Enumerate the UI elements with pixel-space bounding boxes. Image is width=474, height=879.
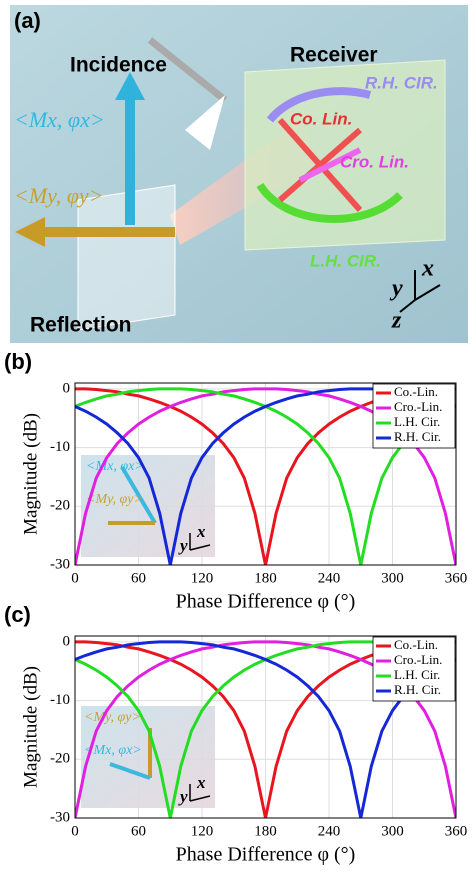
inset-label: y [178,536,188,555]
x-tick-label: 240 [318,570,341,586]
axis [414,284,441,301]
inset-label: <Mx, φx> [86,459,144,474]
inset-axes [189,533,211,551]
panel-a: (a) Incidence Receiver Reflection R.H. C… [10,5,468,343]
inset-label: <My, φy> [86,492,143,507]
label: R.H. CIR. [365,73,438,92]
x-tick-label: 120 [191,823,214,839]
co-lin-arrow [278,127,362,203]
inset-arrow [120,465,157,525]
cro-lin-arrow [298,147,362,183]
axis-label: x [421,256,434,282]
x-tick-label: 360 [445,570,468,586]
x-tick-label: 120 [191,570,214,586]
label: <Mx, φx> [14,107,105,132]
label: Reflection [30,314,132,337]
series-line [75,640,456,818]
x-tick-label: 0 [71,823,79,839]
y-tick-label: -30 [50,809,70,825]
plot-frame [74,382,457,566]
wedge [185,95,225,150]
x-tick-label: 300 [381,823,404,839]
legend-label: Co.-Lin. [394,384,438,399]
y-tick-label: -10 [50,439,70,455]
inset-arrow [109,762,151,780]
label: <My, φy> [14,183,104,208]
x-tick-label: 240 [318,823,341,839]
reflection-plane [77,184,176,331]
panel-label: (c) [4,602,31,627]
inset-label: <My, φy> [84,710,141,725]
axis-label: z [391,308,402,334]
x-tick-label: 180 [254,570,277,586]
lh-arc [256,182,403,223]
y-tick-label: -20 [50,498,70,514]
x-tick-label: 180 [254,823,277,839]
y-tick-label: 0 [63,633,71,649]
label: Receiver [290,44,378,67]
inset-label: x [196,773,206,792]
y-axis-title: Magnitude (dB) [20,413,41,535]
inset [81,455,215,557]
axis-label: y [389,276,403,302]
legend-label: L.H. Cir. [394,667,440,682]
legend-label: L.H. Cir. [394,414,440,429]
label: L.H. CIR. [310,251,381,270]
x-tick-label: 0 [71,570,79,586]
y-tick-label: -30 [50,556,70,572]
x-tick-label: 300 [381,570,404,586]
y-tick-label: -20 [50,751,70,767]
axis [399,299,416,313]
x-tick-label: 60 [131,570,146,586]
legend-label: R.H. Cir. [394,682,441,697]
plot-frame [74,635,457,819]
y-tick-label: -10 [50,692,70,708]
y-tick-label: 0 [63,380,71,396]
x-axis-title: Phase Difference φ (°) [176,844,356,866]
x-axis-title: Phase Difference φ (°) [176,591,356,613]
legend-label: Co.-Lin. [394,637,438,652]
inset-label: y [178,787,188,806]
label: Incidence [70,54,167,77]
panel-label: (b) [4,349,32,374]
legend-label: Cro.-Lin. [394,652,442,667]
inset-axes [189,784,211,802]
legend-label: R.H. Cir. [394,429,441,444]
rh-arc [266,87,372,123]
y-axis-title: Magnitude (dB) [20,666,41,788]
legend-label: Cro.-Lin. [394,399,442,414]
label: Co. Lin. [290,109,352,128]
arrow-head [15,217,45,247]
x-tick-label: 360 [445,823,468,839]
arrow-head [115,72,145,100]
arrow [147,37,228,103]
inset-label: x [196,522,206,541]
inset-label: <Mx, φx> [84,743,142,758]
x-tick-label: 60 [131,823,146,839]
panel-label: (a) [14,8,41,33]
label: Cro. Lin. [340,152,409,171]
